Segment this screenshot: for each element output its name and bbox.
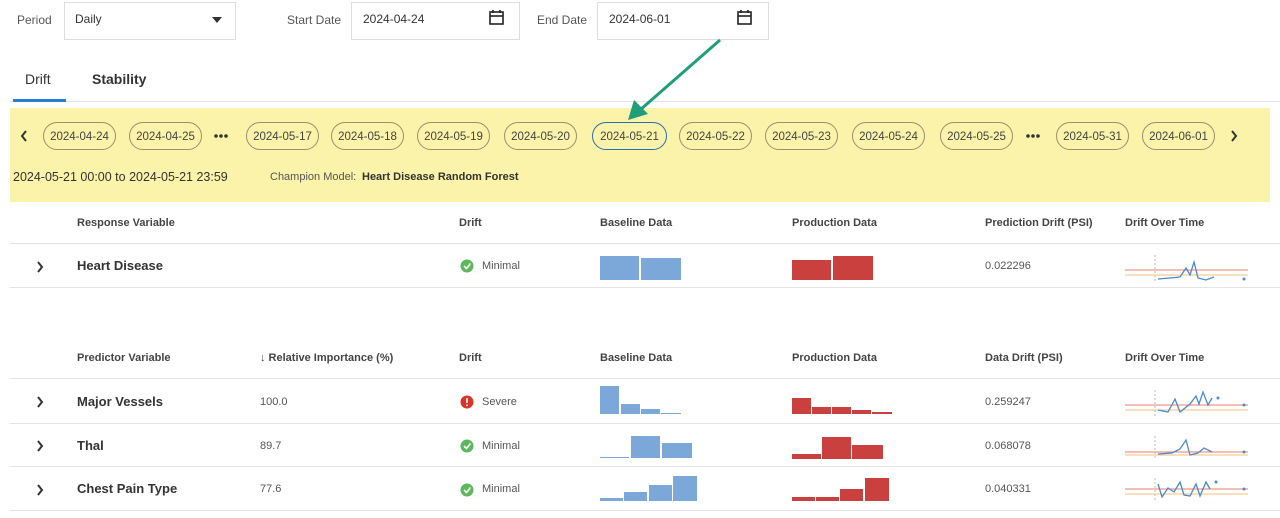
date-pill[interactable]: 2024-04-25 [129, 122, 202, 150]
column-header: Drift Over Time [1125, 217, 1205, 229]
row-divider [10, 466, 1280, 467]
date-pill[interactable]: 2024-05-25 [940, 122, 1013, 150]
date-pill[interactable]: 2024-04-24 [43, 122, 116, 150]
tab-drift[interactable]: Drift [25, 71, 51, 87]
period-value: Daily [75, 12, 102, 26]
period-select[interactable] [64, 2, 236, 40]
date-pill[interactable]: 2024-05-17 [246, 122, 319, 150]
column-header: Data Drift (PSI) [985, 352, 1063, 364]
end-date-value: 2024-06-01 [609, 12, 671, 26]
importance: 77.6 [260, 483, 282, 495]
drift-status: Minimal [482, 440, 520, 452]
champion-name: Heart Disease Random Forest [362, 171, 519, 183]
importance: 100.0 [260, 396, 288, 408]
column-header[interactable]: ↓ Relative Importance (%) [260, 352, 394, 364]
selection-range: 2024-05-21 00:00 to 2024-05-21 23:59 [13, 170, 228, 184]
date-pill[interactable]: 2024-05-31 [1056, 122, 1129, 150]
column-header: Baseline Data [600, 217, 673, 229]
row-divider [10, 378, 1280, 379]
tab-border [10, 101, 1280, 102]
row-divider [10, 243, 1280, 244]
start-date-value: 2024-04-24 [363, 12, 425, 26]
column-header: Drift [459, 217, 482, 229]
variable-name: Major Vessels [77, 394, 163, 409]
date-panel [10, 108, 1270, 202]
column-header: Response Variable [77, 217, 175, 229]
column-header: Predictor Variable [77, 352, 171, 364]
date-pill[interactable]: 2024-05-24 [852, 122, 925, 150]
date-pill[interactable]: 2024-05-22 [679, 122, 752, 150]
period-label: Period [17, 13, 52, 27]
date-pill[interactable]: 2024-05-19 [417, 122, 490, 150]
column-header: Prediction Drift (PSI) [985, 217, 1093, 229]
date-pill[interactable]: 2024-05-18 [331, 122, 404, 150]
date-pill[interactable]: 2024-06-01 [1142, 122, 1215, 150]
psi-value: 0.040331 [985, 483, 1031, 495]
drift-status: Minimal [482, 260, 520, 272]
column-header: Drift Over Time [1125, 352, 1205, 364]
champion-label: Champion Model: [270, 171, 357, 183]
end-date-label: End Date [537, 13, 588, 27]
variable-name: Heart Disease [77, 258, 163, 273]
date-pill[interactable]: 2024-05-23 [765, 122, 838, 150]
column-header: Production Data [792, 352, 877, 364]
psi-value: 0.022296 [985, 260, 1031, 272]
row-divider [10, 423, 1280, 424]
tab-stability[interactable]: Stability [92, 71, 147, 87]
date-pill-selected[interactable]: 2024-05-21 [592, 122, 667, 150]
importance: 89.7 [260, 440, 282, 452]
start-date-label: Start Date [287, 13, 342, 27]
start-date-input[interactable] [351, 2, 520, 40]
psi-value: 0.259247 [985, 396, 1031, 408]
drift-status: Severe [482, 396, 517, 408]
column-header: Baseline Data [600, 352, 673, 364]
variable-name: Thal [77, 438, 104, 453]
column-header: Drift [459, 352, 482, 364]
tab-underline [13, 99, 66, 102]
date-pill[interactable]: 2024-05-20 [504, 122, 577, 150]
psi-value: 0.068078 [985, 440, 1031, 452]
variable-name: Chest Pain Type [77, 481, 178, 496]
row-divider [10, 287, 1280, 288]
column-header: Production Data [792, 217, 877, 229]
drift-status: Minimal [482, 483, 520, 495]
row-divider [10, 510, 1280, 511]
